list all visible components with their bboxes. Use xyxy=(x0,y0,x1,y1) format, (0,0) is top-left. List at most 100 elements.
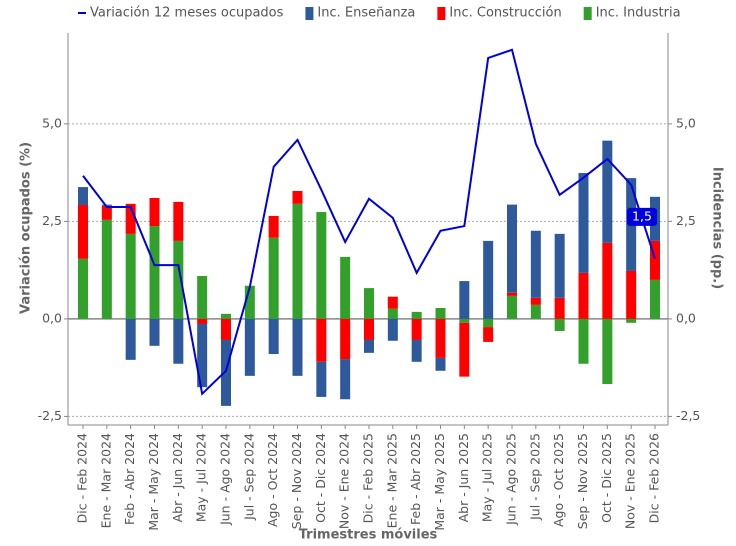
bar xyxy=(78,205,88,259)
y-tick-label: -2,5 xyxy=(38,408,62,423)
bar xyxy=(602,318,613,385)
bar xyxy=(197,318,208,324)
bar xyxy=(650,240,660,280)
bar xyxy=(221,313,231,319)
bar xyxy=(530,230,541,298)
y2-tick-label: 2,5 xyxy=(676,213,696,228)
bar xyxy=(244,318,255,376)
bar xyxy=(554,233,565,298)
bar xyxy=(483,318,494,328)
bar xyxy=(173,240,184,319)
bar xyxy=(602,140,613,243)
bar xyxy=(626,318,637,323)
bar xyxy=(268,237,279,319)
x-tick-label: Jul - Sep 2024 xyxy=(241,433,256,521)
bar xyxy=(125,233,136,319)
y2-tick-label: -2,5 xyxy=(676,408,700,423)
bar xyxy=(435,357,446,371)
x-tick-label: Ago - Oct 2024 xyxy=(265,433,280,527)
bar xyxy=(459,322,470,377)
x-tick-label: Sep - Nov 2024 xyxy=(289,433,304,529)
value-label-box xyxy=(627,207,657,226)
x-tick-label: Jul - Sep 2025 xyxy=(527,433,542,521)
bar xyxy=(340,256,351,319)
bar xyxy=(483,240,494,319)
bar xyxy=(340,318,351,360)
legend-swatch xyxy=(437,7,446,20)
x-tick-label: Ago - Oct 2025 xyxy=(551,433,566,527)
x-tick-label: Nov - Ene 2024 xyxy=(337,433,352,529)
legend-label: Inc. Construcción xyxy=(449,6,561,21)
bar xyxy=(78,258,88,319)
bar xyxy=(316,212,327,319)
x-tick-label: Feb - Abr 2024 xyxy=(122,433,137,525)
x-tick-label: Sep - Nov 2025 xyxy=(575,433,590,529)
bar xyxy=(221,318,231,340)
x-tick-label: Dic - Feb 2024 xyxy=(75,433,90,523)
bar xyxy=(483,327,494,342)
legend-label: Inc. Industria xyxy=(596,6,681,21)
bar xyxy=(530,304,541,319)
bar xyxy=(602,242,613,319)
bar xyxy=(387,308,398,319)
y2-tick-label: 5,0 xyxy=(676,115,696,130)
bar xyxy=(650,279,660,319)
bar xyxy=(459,318,470,323)
x-tick-label: May - Jul 2025 xyxy=(480,433,495,522)
bar xyxy=(387,296,398,309)
legend-swatch xyxy=(305,7,314,20)
x-tick-label: Jun - Ago 2024 xyxy=(218,433,233,526)
y-tick-label: 5,0 xyxy=(42,115,62,130)
bar xyxy=(173,318,184,364)
bar xyxy=(507,204,517,293)
bar xyxy=(578,272,589,319)
bar xyxy=(459,281,470,319)
y-tick-label: 2,5 xyxy=(42,213,62,228)
bar xyxy=(316,318,327,362)
legend-label: Variación 12 meses ocupados xyxy=(90,6,284,21)
bar xyxy=(435,307,446,319)
bar xyxy=(292,190,303,204)
bar xyxy=(411,339,422,362)
bar xyxy=(411,311,422,319)
bar xyxy=(221,339,231,406)
x-tick-label: Ene - Mar 2025 xyxy=(384,433,399,528)
x-tick-label: May - Jul 2024 xyxy=(194,433,209,522)
bar xyxy=(364,288,374,319)
x-tick-label: Nov - Ene 2025 xyxy=(623,433,638,529)
x-axis-title: Trimestres móviles xyxy=(299,528,438,543)
legend-swatch xyxy=(583,7,592,20)
y-axis-title: Variación ocupados (%) xyxy=(19,142,34,314)
x-tick-label: Dic - Feb 2026 xyxy=(647,433,662,523)
bar xyxy=(125,318,136,360)
bar xyxy=(578,318,589,364)
x-tick-label: Mar - May 2025 xyxy=(432,433,447,531)
bar xyxy=(244,285,255,319)
y-tick-label: 0,0 xyxy=(42,310,62,325)
bar xyxy=(292,318,303,376)
bar xyxy=(149,197,160,227)
bar xyxy=(364,318,374,340)
bar xyxy=(387,318,398,341)
y2-tick-label: 0,0 xyxy=(676,310,696,325)
bar xyxy=(554,318,565,331)
x-tick-label: Oct - Dic 2025 xyxy=(599,433,614,523)
bar xyxy=(435,318,446,358)
bar xyxy=(340,359,351,400)
bar xyxy=(125,203,136,234)
bar xyxy=(101,205,112,220)
x-tick-label: Dic - Feb 2025 xyxy=(361,433,376,523)
bar xyxy=(268,215,279,238)
x-tick-label: Ene - Mar 2024 xyxy=(98,433,113,528)
x-tick-label: Oct - Dic 2024 xyxy=(313,433,328,523)
legend-label: Inc. Enseñanza xyxy=(317,6,415,21)
value-label: 1,5 xyxy=(632,208,652,223)
x-tick-label: Abr - Jun 2024 xyxy=(170,433,185,522)
bar xyxy=(507,295,517,319)
bar xyxy=(578,173,589,273)
bar xyxy=(411,318,422,340)
bar xyxy=(173,201,184,241)
bar xyxy=(101,219,112,319)
bar xyxy=(626,270,637,319)
